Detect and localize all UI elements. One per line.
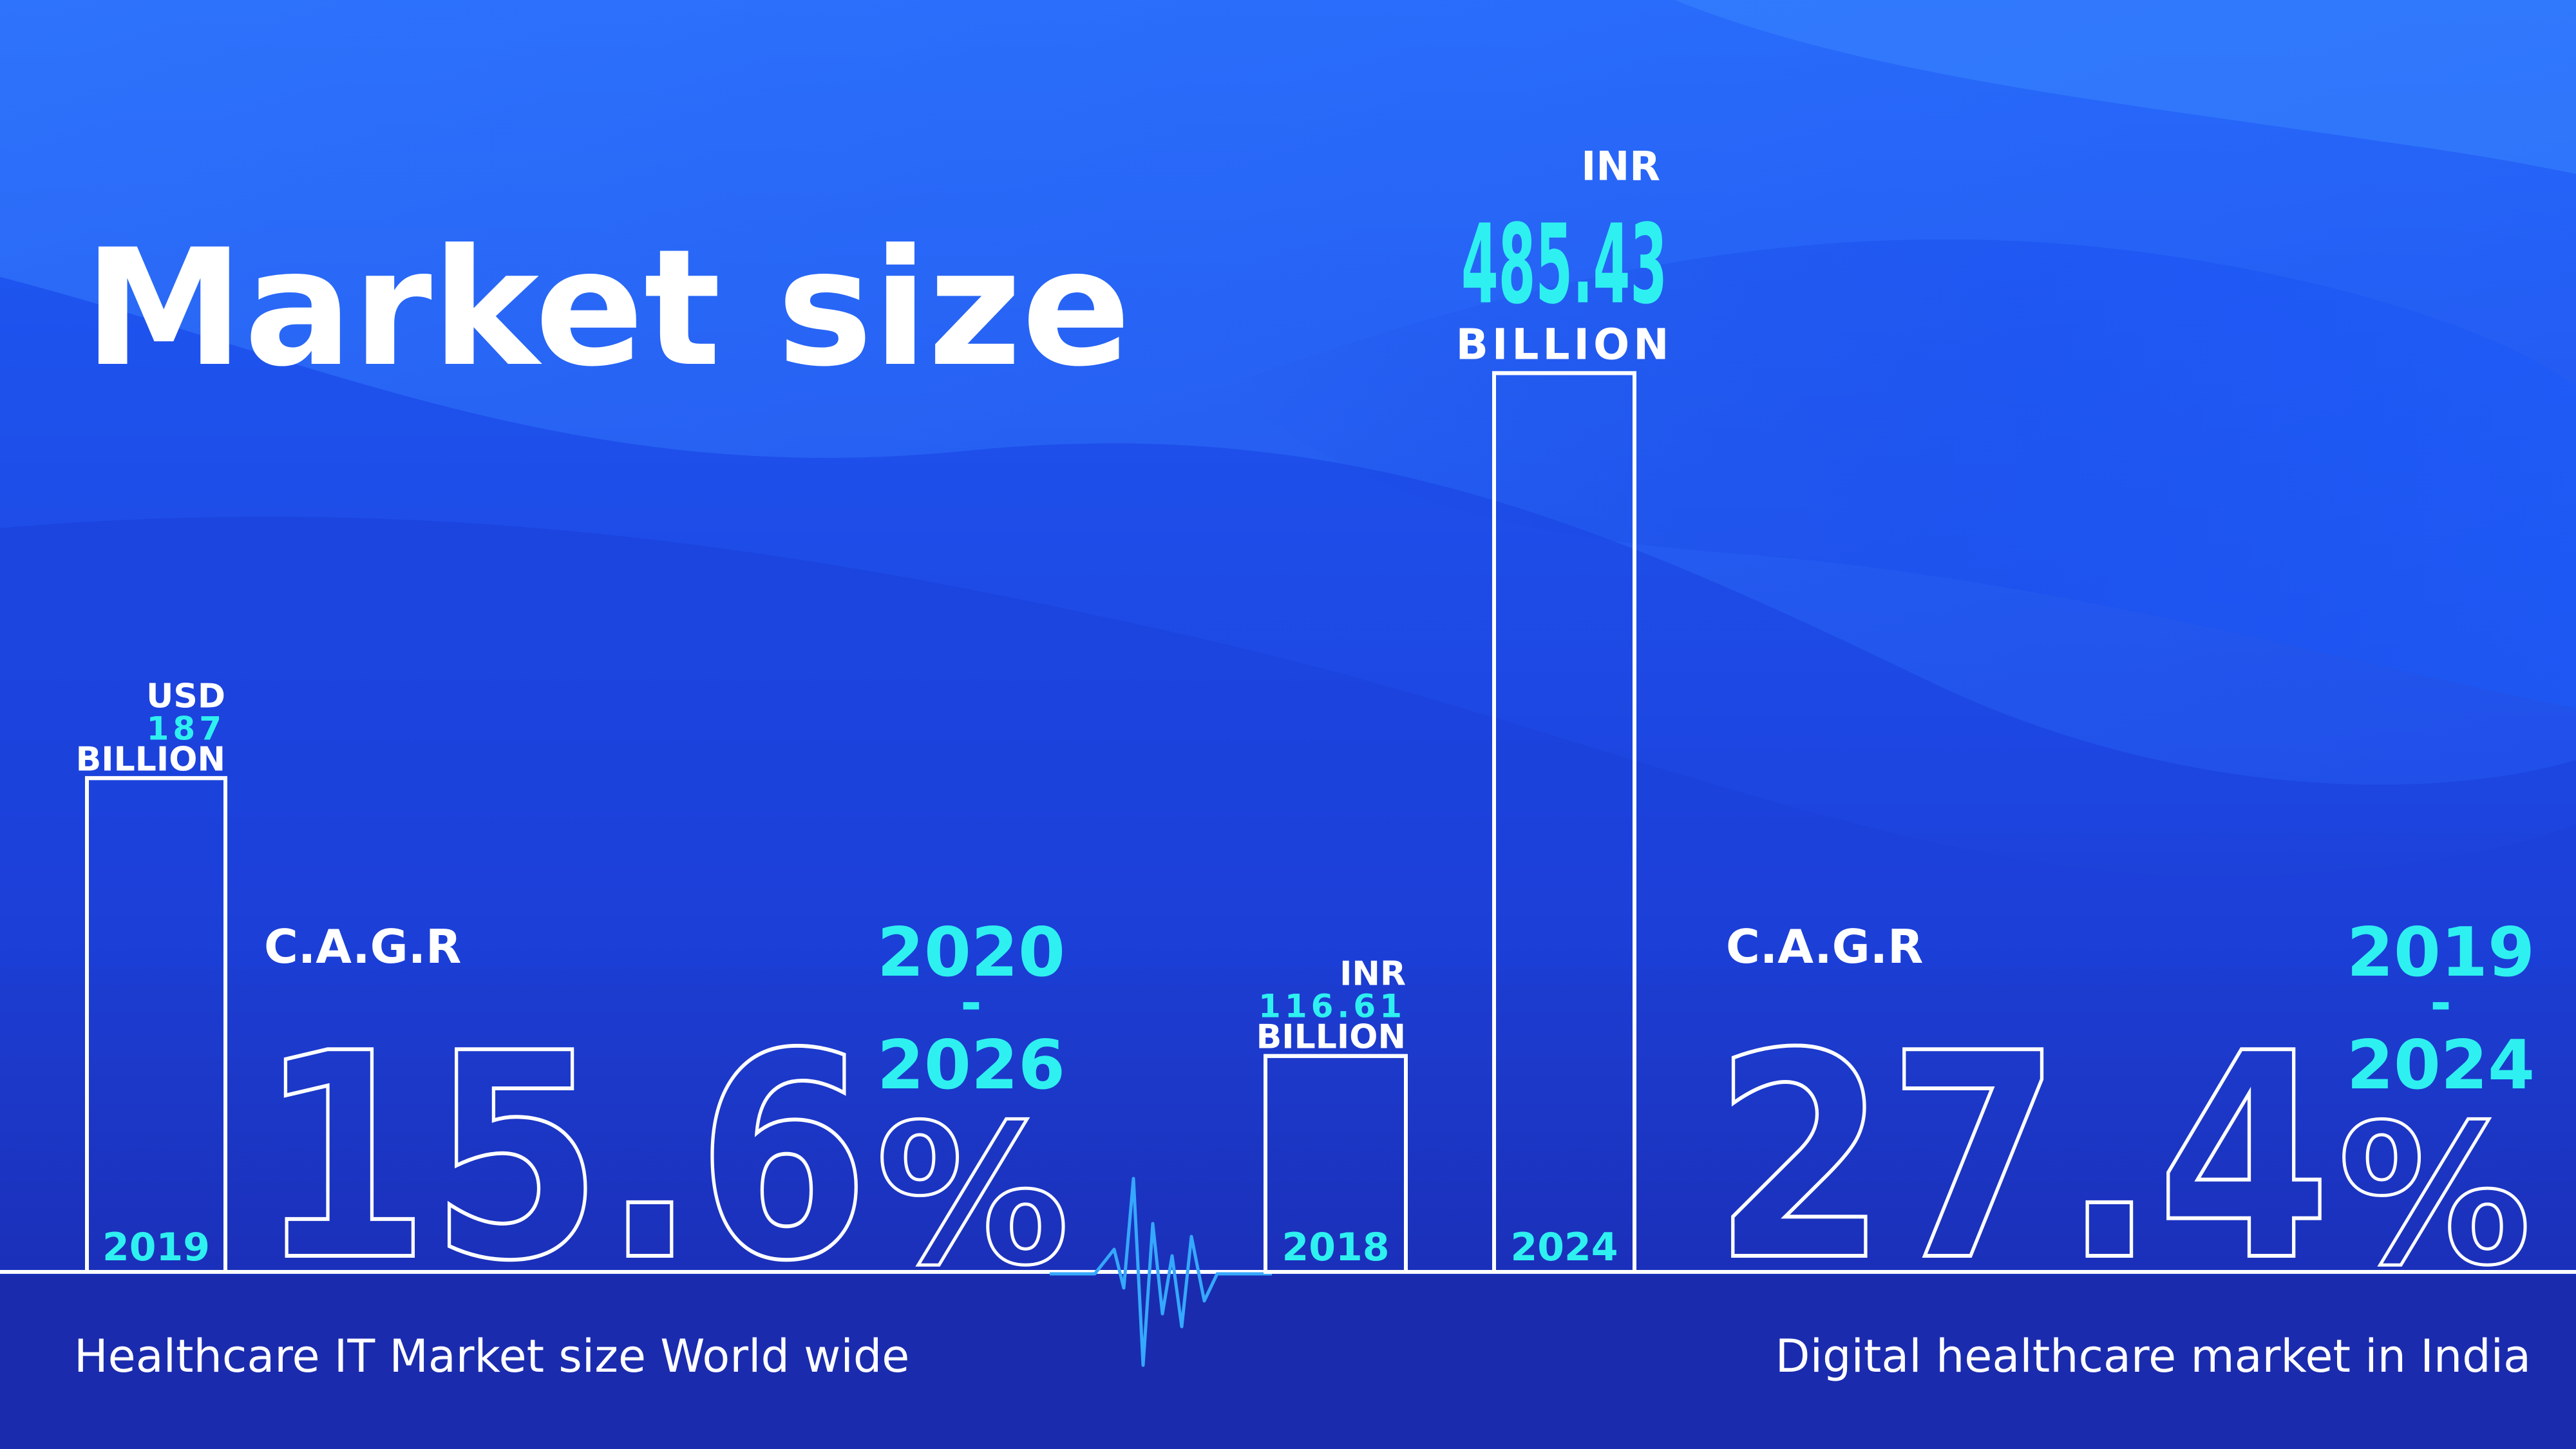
category-label: 2018 <box>1282 1225 1390 1270</box>
background-wave <box>0 516 2576 966</box>
cagr-period-end: 2026 <box>877 1026 1065 1104</box>
category-label: 2024 <box>1511 1225 1618 1270</box>
cagr-percent-sign: % <box>2338 1083 2532 1308</box>
value-unit: BILLION <box>1456 319 1673 369</box>
value-currency: INR <box>1340 955 1406 994</box>
bar <box>1264 1054 1408 1274</box>
cagr-label: C.A.G.R <box>1726 920 1924 974</box>
background-wave <box>1674 0 2576 174</box>
value-unit: BILLION <box>76 740 225 779</box>
cagr-value: 15.6 <box>258 993 869 1323</box>
cagr-period-start: 2020 <box>877 913 1065 992</box>
value-label: 116.61 <box>1258 988 1406 1025</box>
cagr-period-end: 2024 <box>2347 1026 2535 1104</box>
bar <box>85 776 227 1274</box>
chart-india: 2018INR116.61BILLION2024INR485.43BILLION… <box>1256 142 2535 1383</box>
caption-band <box>0 1275 2576 1449</box>
background-wave <box>1224 239 2576 708</box>
value-currency: USD <box>146 677 225 715</box>
chart-caption: Digital healthcare market in India <box>1776 1330 2531 1383</box>
value-unit: BILLION <box>1256 1018 1406 1057</box>
page-title: Market size <box>84 214 1131 402</box>
value-currency: INR <box>1581 142 1660 189</box>
chart-caption: Healthcare IT Market size World wide <box>74 1330 909 1383</box>
value-label: 187 <box>147 710 225 747</box>
bar <box>1492 371 1636 1274</box>
heartbeat-line-icon <box>1050 1177 1272 1367</box>
cagr-value: 27.4 <box>1713 993 2331 1323</box>
cagr-period-separator: - <box>2430 973 2451 1033</box>
category-label: 2019 <box>102 1225 210 1270</box>
cagr-label: C.A.G.R <box>264 920 462 974</box>
cagr-period-start: 2019 <box>2347 913 2535 992</box>
cagr-period-separator: - <box>960 973 981 1033</box>
value-label: 485.43 <box>1461 201 1667 328</box>
cagr-percent-sign: % <box>876 1083 1070 1308</box>
